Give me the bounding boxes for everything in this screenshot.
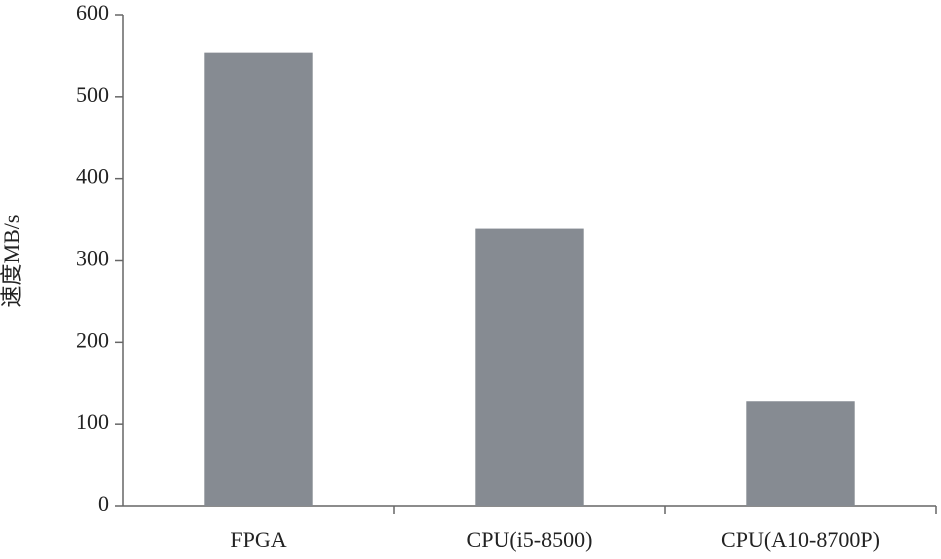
y-tick-label: 0	[98, 491, 109, 516]
bar	[746, 401, 855, 506]
y-tick-label: 300	[76, 246, 109, 271]
y-axis-label: 速度MB/s	[0, 215, 24, 308]
x-tick-label: CPU(A10-8700P)	[721, 527, 880, 552]
y-tick-label: 400	[76, 164, 109, 189]
y-tick-label: 600	[76, 0, 109, 25]
y-tick-label: 200	[76, 327, 109, 352]
x-tick-label: CPU(i5-8500)	[467, 527, 593, 552]
y-tick-label: 100	[76, 409, 109, 434]
y-tick-label: 500	[76, 82, 109, 107]
bar	[475, 228, 584, 506]
bar	[204, 52, 313, 506]
x-tick-label: FPGA	[230, 527, 286, 552]
